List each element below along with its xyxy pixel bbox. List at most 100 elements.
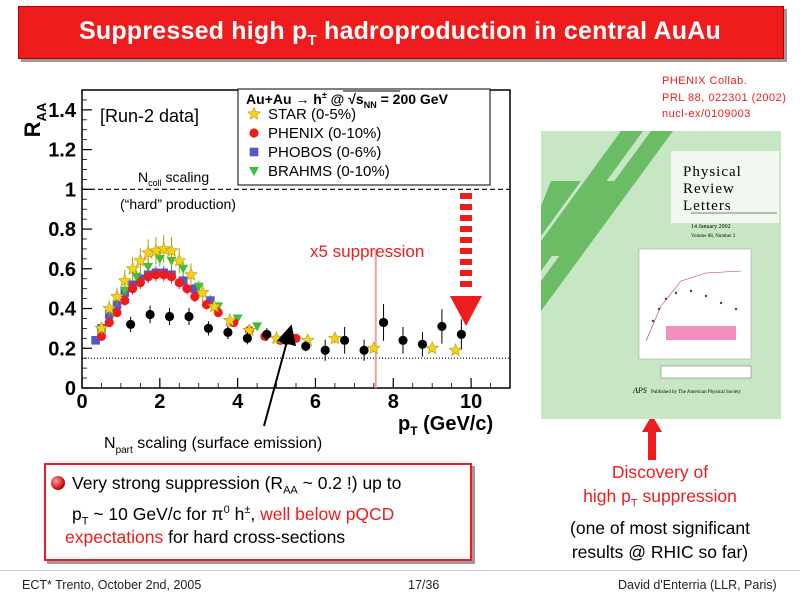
data-point xyxy=(131,272,142,282)
y-tick-label: 1 xyxy=(65,179,76,201)
summary-line-3: expectations for hard cross-sections xyxy=(65,527,346,547)
data-point xyxy=(291,333,301,343)
data-point xyxy=(203,323,214,333)
title-bar xyxy=(18,6,784,59)
data-point xyxy=(96,331,107,341)
journal-volume: Volume 88, Number 2 xyxy=(691,234,736,239)
data-point xyxy=(125,261,140,275)
data-point xyxy=(223,327,233,337)
legend-label: BRAHMS (0-10%) xyxy=(268,163,390,180)
data-point xyxy=(327,331,342,345)
data-point xyxy=(110,289,124,303)
bullet-icon xyxy=(51,476,65,490)
data-point xyxy=(190,292,200,302)
legend-label: STAR (0-5%) xyxy=(268,106,356,123)
legend-label: PHENIX (0-10%) xyxy=(268,125,381,142)
data-point xyxy=(166,272,177,282)
journal-publisher: Published by The American Physical Socie… xyxy=(651,390,742,395)
summary-line-1: Very strong suppression (RAA ~ 0.2 !) up… xyxy=(72,473,402,497)
data-point xyxy=(133,253,148,267)
discovery-line-2: high pT suppression xyxy=(583,486,737,510)
data-point xyxy=(437,321,447,332)
footer-left: ECT* Trento, October 2nd, 2005 xyxy=(22,578,202,592)
data-point xyxy=(126,319,136,330)
discovery-line-4: results @ RHIC so far) xyxy=(571,541,749,562)
legend-marker xyxy=(249,147,259,157)
data-point xyxy=(172,253,187,267)
legend-box xyxy=(237,88,491,186)
data-point xyxy=(182,284,192,294)
data-point xyxy=(184,311,194,322)
data-point xyxy=(206,296,215,305)
data-point xyxy=(190,284,200,293)
data-point xyxy=(195,285,210,299)
data-point xyxy=(184,267,198,281)
legend-title: Au+Au → h± @ √sNN = 200 GeV xyxy=(246,90,449,110)
npart-arrow xyxy=(263,324,297,427)
data-point xyxy=(174,278,184,288)
data-point xyxy=(262,329,272,339)
journal-title-3: Letters xyxy=(683,198,732,214)
y-tick-label: 0.6 xyxy=(48,259,76,281)
y-tick-label: 0 xyxy=(65,378,76,400)
data-point xyxy=(143,272,153,282)
data-point xyxy=(164,311,175,322)
cover-stripes xyxy=(541,131,673,311)
run2-label: [Run-2 data] xyxy=(100,106,199,126)
footer-divider xyxy=(0,570,800,571)
data-point xyxy=(154,254,165,264)
data-point xyxy=(242,323,257,337)
data-point xyxy=(222,313,237,327)
data-point xyxy=(104,317,114,328)
x-tick-label: 10 xyxy=(460,391,482,413)
x5-suppression-arrow xyxy=(450,193,482,326)
data-point xyxy=(359,345,369,355)
data-point xyxy=(102,301,117,315)
y-tick-label: 0.4 xyxy=(48,299,77,321)
slide-title: Suppressed high pT hadroproduction in ce… xyxy=(79,17,721,49)
data-point xyxy=(378,317,389,328)
x-tick-label: 4 xyxy=(232,391,244,413)
x-tick-label: 8 xyxy=(388,391,399,413)
data-point xyxy=(425,341,440,355)
data-point xyxy=(252,322,263,332)
data-point xyxy=(417,339,428,349)
data-point xyxy=(159,270,169,280)
series-star-0-5- xyxy=(94,235,463,357)
journal-title-1: Physical xyxy=(683,164,742,180)
data-point xyxy=(91,336,100,345)
discovery-line-1: Discovery of xyxy=(611,462,709,482)
data-point xyxy=(145,309,155,320)
x-axis-label: pT (GeV/c) xyxy=(398,413,493,438)
discovery-line-3: (one of most significant xyxy=(570,517,750,538)
y-tick-label: 1.2 xyxy=(48,140,76,162)
footer-page-number: 17/36 xyxy=(408,578,440,592)
x-tick-label: 6 xyxy=(310,391,321,413)
legend-marker xyxy=(247,106,261,120)
y-tick-label: 0.8 xyxy=(48,219,76,241)
data-point xyxy=(456,329,466,339)
data-point xyxy=(207,299,222,313)
data-point xyxy=(94,321,109,335)
data-point xyxy=(301,341,311,351)
summary-line-2: pT ~ 10 GeV/c for π0 h±, well below pQCD xyxy=(72,503,395,528)
data-point xyxy=(156,241,171,255)
npart-label: Npart scaling (surface emission) xyxy=(104,435,322,456)
reference-line-2: PRL 88, 022301 (2002) xyxy=(662,92,787,104)
y-axis-label: RAA xyxy=(20,102,49,137)
discovery-note: Discovery of high pT suppression (one of… xyxy=(540,460,780,564)
data-point xyxy=(398,335,408,345)
footer-right: David d'Enterria (LLR, Paris) xyxy=(618,578,777,592)
data-point xyxy=(242,333,252,343)
data-point xyxy=(127,284,138,294)
prl-journal-cover: Physical Review Letters 14 January 2002 … xyxy=(541,131,781,419)
data-point xyxy=(164,243,179,257)
x-tick-label: 2 xyxy=(154,391,165,413)
data-point xyxy=(117,273,132,287)
data-point xyxy=(135,278,145,288)
reference-line-1: PHENIX Collab. xyxy=(662,75,748,87)
data-point xyxy=(201,299,212,310)
data-point xyxy=(193,282,204,292)
journal-date: 14 January 2002 xyxy=(691,224,731,230)
